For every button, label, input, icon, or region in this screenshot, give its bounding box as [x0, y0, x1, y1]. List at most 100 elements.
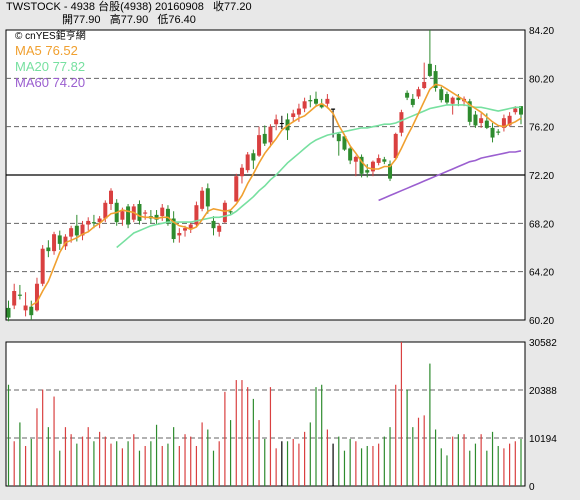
candle-body	[183, 228, 188, 231]
candle-body	[296, 108, 301, 115]
volume-tick-label: 30582	[529, 338, 557, 349]
candle-body	[450, 97, 455, 104]
header-line1: TWSTOCK - 4938 台股(4938) 20160908 收77.20	[6, 1, 252, 13]
price-tick-label: 72.20	[529, 171, 554, 182]
candle-body	[302, 101, 307, 109]
volume-tick-label: 0	[529, 482, 535, 493]
candle-body	[40, 248, 45, 284]
candle-body	[433, 71, 438, 88]
candle-body	[370, 161, 375, 172]
candle-body	[336, 133, 341, 142]
candle-body	[97, 218, 102, 223]
candle-body	[143, 212, 148, 214]
candle-body	[257, 135, 262, 156]
price-axis: 84.20 80.20 76.20 72.20 68.20 64.20 60.20	[529, 26, 554, 327]
volume-bars	[7, 342, 522, 486]
candle-body	[467, 101, 472, 122]
candle-body	[86, 220, 91, 225]
candle-body	[331, 108, 336, 110]
candle-body	[188, 224, 193, 229]
candle-body	[439, 89, 444, 101]
price-tick-label: 84.20	[529, 26, 554, 37]
volume-tick-label: 20388	[529, 386, 557, 397]
candle-body	[103, 202, 108, 219]
candle-body	[262, 133, 267, 144]
candle-body	[194, 205, 199, 225]
candle-body	[239, 167, 244, 177]
legend-ma20: MA20 77.82	[15, 59, 85, 74]
moving-averages	[30, 83, 522, 307]
candle-body	[80, 224, 85, 236]
candle-body	[12, 291, 17, 306]
candle-body	[120, 211, 125, 220]
candle-body	[109, 190, 113, 204]
price-tick-label: 76.20	[529, 123, 554, 134]
candle-body	[57, 235, 62, 244]
candle-body	[399, 112, 404, 133]
candle-body	[314, 98, 318, 104]
volume-panel	[5, 341, 526, 487]
candle-body	[382, 159, 387, 162]
candle-body	[137, 204, 142, 221]
candle-body	[222, 202, 227, 223]
candle-body	[348, 148, 353, 161]
candle-body	[427, 63, 432, 76]
candle-body	[513, 108, 518, 113]
candle-body	[6, 307, 11, 318]
watermark: © cnYES鉅亨網	[15, 29, 86, 42]
candle-body	[23, 305, 28, 311]
candle-body	[52, 234, 57, 252]
candle-body	[160, 207, 165, 217]
candle-body	[291, 113, 296, 117]
candle-body	[422, 81, 427, 88]
volume-grid	[6, 389, 525, 439]
candle-body	[29, 306, 34, 316]
candle-body	[211, 220, 216, 229]
candle-body	[274, 119, 279, 125]
candle-body	[126, 206, 131, 225]
candle-body	[353, 156, 358, 162]
candle-body	[279, 123, 284, 125]
volume-tick-label: 10194	[529, 434, 557, 445]
legend-ma60: MA60 74.20	[15, 75, 85, 90]
candle-body	[228, 211, 233, 213]
candle-body	[473, 114, 478, 126]
candle-body	[490, 127, 495, 138]
candle-body	[245, 154, 250, 171]
candle-body	[69, 228, 74, 237]
candle-body	[456, 97, 461, 101]
candle-body	[34, 283, 39, 311]
candle-body	[177, 233, 182, 236]
candle-body	[17, 294, 22, 296]
header-line2: 開77.90 高77.90 低76.40	[62, 14, 196, 26]
price-tick-label: 60.20	[529, 316, 554, 327]
candle-body	[63, 236, 68, 247]
candle-body	[342, 136, 347, 150]
candle-body	[393, 133, 398, 159]
candle-body	[388, 164, 393, 179]
candle-body	[205, 188, 210, 207]
candle-body	[234, 176, 239, 202]
candle-body	[496, 131, 501, 133]
candle-body	[405, 92, 410, 98]
candle-body	[217, 225, 222, 232]
candle-body	[308, 100, 313, 102]
candle-body	[479, 118, 484, 124]
candle-body	[74, 225, 79, 236]
candle-body	[268, 126, 273, 143]
candle-body	[251, 153, 256, 161]
candle-body	[325, 98, 330, 104]
legend-ma5: MA5 76.52	[15, 43, 78, 58]
candle-body	[507, 115, 512, 126]
volume-axis: 30582 20388 10194 0	[529, 338, 557, 493]
candle-body	[165, 208, 170, 224]
candle-body	[444, 94, 449, 103]
candle-body	[171, 218, 176, 240]
candle-body	[410, 98, 415, 105]
price-tick-label: 68.20	[529, 219, 554, 230]
candle-body	[501, 118, 506, 128]
candle-body	[319, 103, 324, 108]
candlesticks	[6, 30, 523, 322]
candle-body	[46, 247, 51, 252]
